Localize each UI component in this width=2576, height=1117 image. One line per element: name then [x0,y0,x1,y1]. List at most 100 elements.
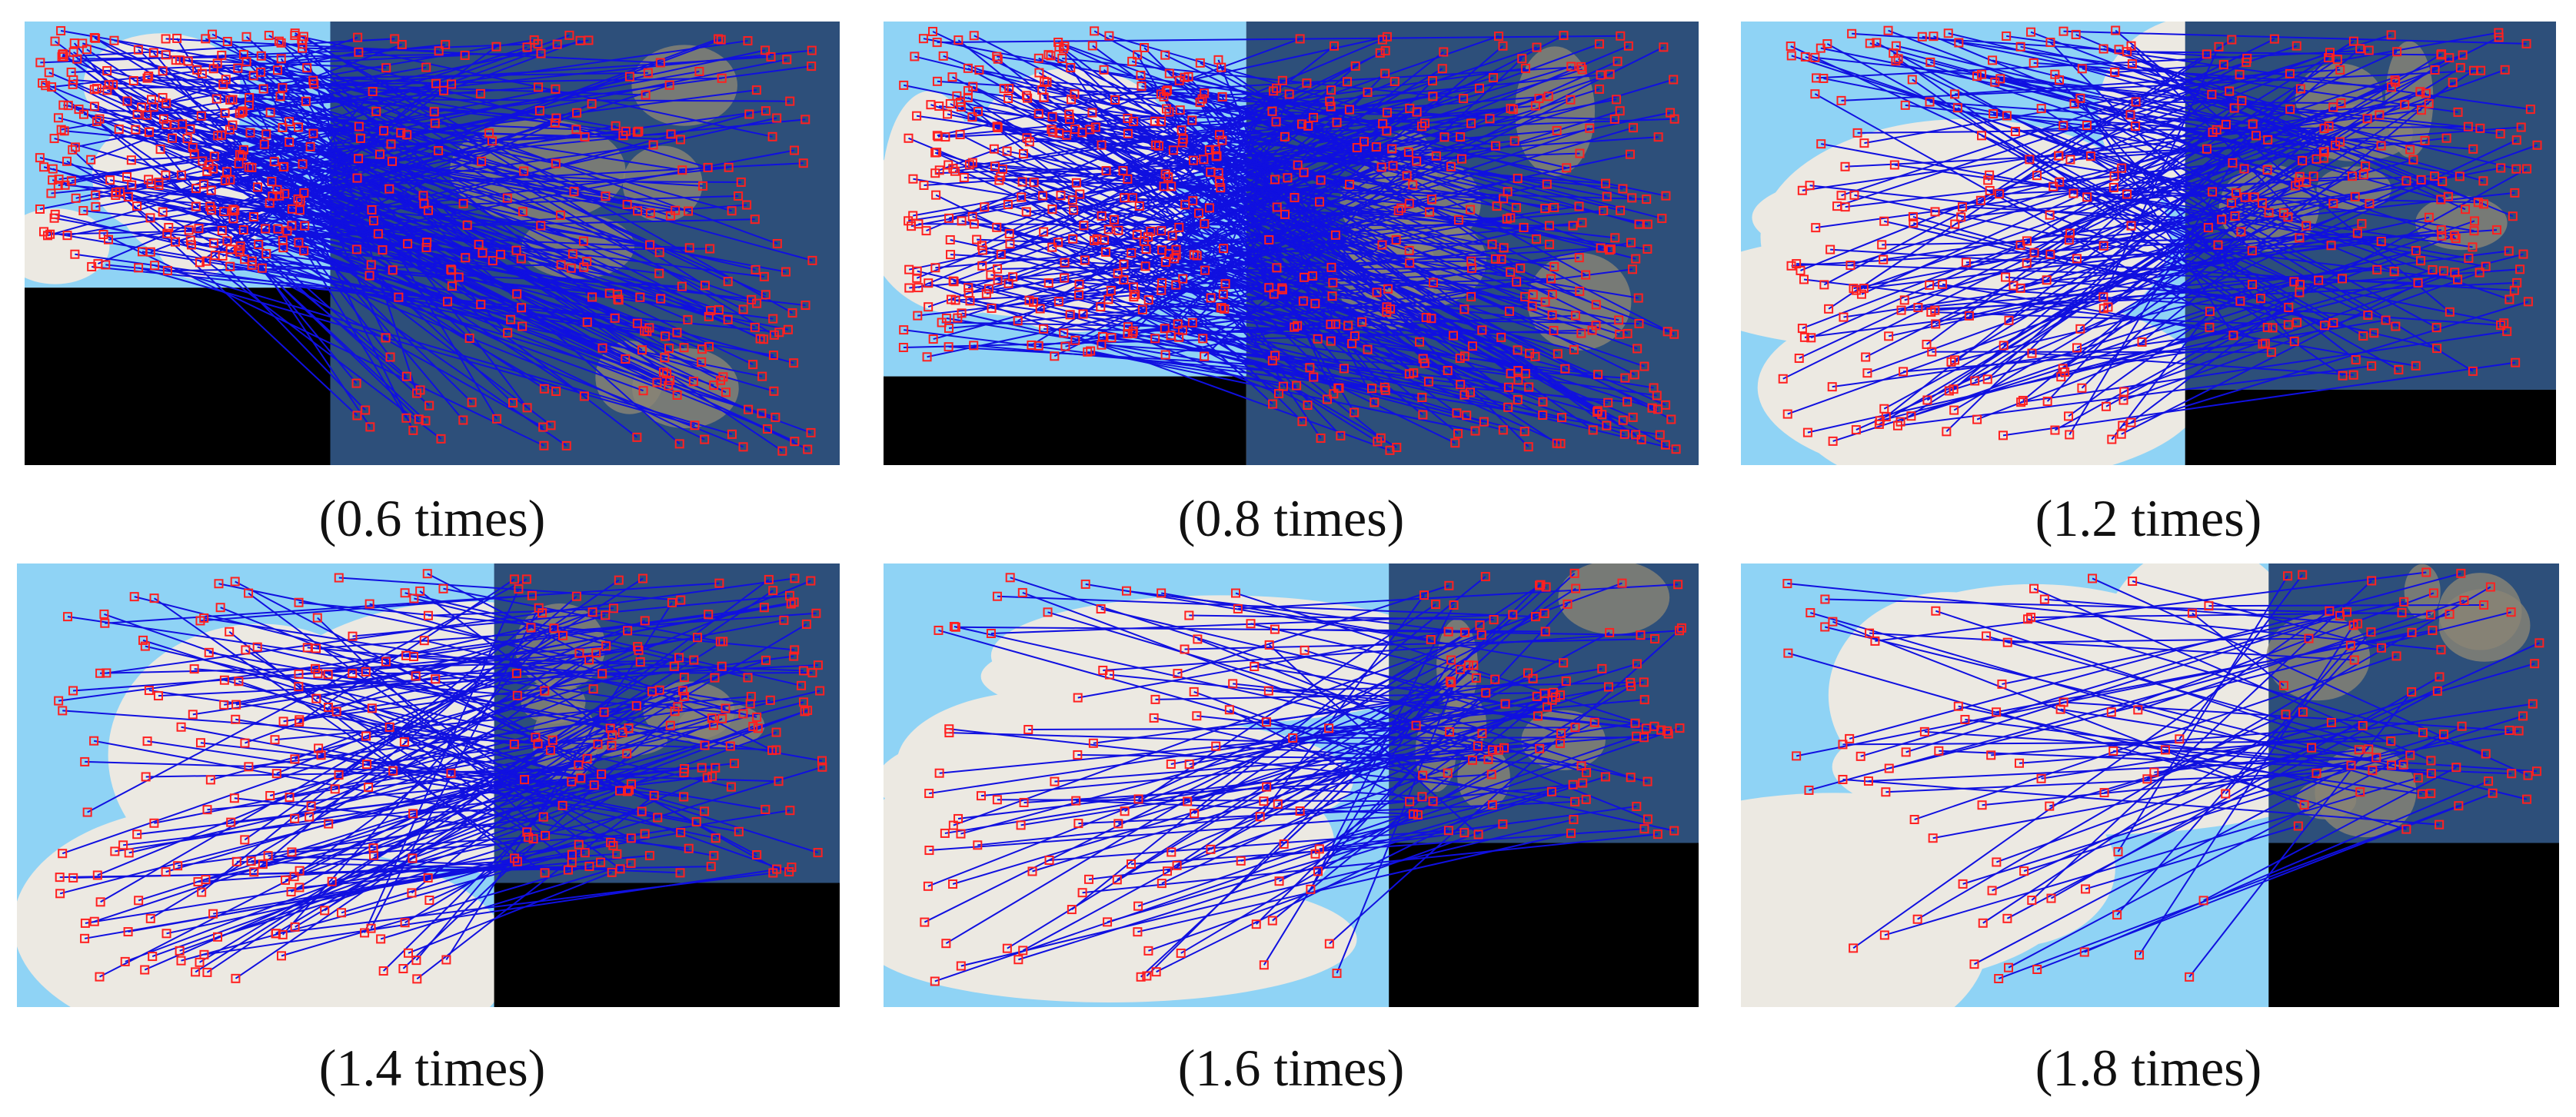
keypoint [2436,645,2446,655]
keypoint [1822,39,1832,49]
keypoint [648,140,658,150]
keypoint [249,867,259,877]
keypoint [128,76,138,86]
keypoint [230,577,240,587]
keypoint [706,306,716,316]
keypoint [1189,250,1199,260]
keypoint [1426,634,1436,644]
keypoint [1642,194,1652,204]
keypoint [1402,171,1412,181]
keypoint [2468,242,2478,252]
keypoint [1546,274,1556,284]
keypoint [1246,619,1256,629]
keypoint [899,80,909,90]
keypoint [509,574,519,584]
keypoint [520,775,530,785]
keypoint [1470,426,1480,436]
keypoint [2247,246,2257,256]
keypoint [122,96,132,106]
keypoint [1820,622,1830,632]
keypoint [1460,627,1470,637]
keypoint [367,204,377,214]
keypoint [2453,107,2463,117]
keypoint [748,721,758,731]
match-line [227,41,681,445]
keypoint [58,706,68,716]
keypoint [992,591,1002,601]
keypoint [257,263,267,273]
keypoint [407,888,417,898]
keypoint [195,738,205,748]
keypoint [1453,429,1463,439]
keypoint [2376,141,2386,151]
keypoint [921,226,931,236]
keypoint [1443,627,1453,637]
keypoint [233,63,243,73]
keypoint [285,117,295,127]
keypoint [1153,141,1163,151]
keypoint [161,50,171,60]
match-line [960,819,1574,967]
keypoint [118,840,128,850]
keypoint [1498,425,1508,435]
keypoint [1630,718,1640,728]
keypoint [1569,568,1579,578]
keypoint [964,283,973,293]
keypoint [1382,32,1392,42]
keypoint [2207,89,2217,99]
keypoint [574,648,584,658]
keypoint [1297,417,1307,427]
keypoint [44,68,54,78]
keypoint [1033,108,1043,118]
keypoint [197,887,207,897]
keypoint [1218,289,1228,299]
keypoint [1178,274,1188,284]
match-line [1869,632,2355,661]
keypoint [807,62,817,71]
keypoint [1636,434,1646,444]
keypoint [1863,776,1873,786]
keypoint [1893,54,1903,64]
match-line [2044,598,2358,625]
keypoint [2218,60,2228,70]
match-line [1203,58,1523,357]
keypoint [2088,573,2098,583]
keypoint [954,35,964,45]
keypoint [2002,637,2012,647]
black-fill [2268,843,2559,1007]
keypoint [597,770,607,780]
keypoint [787,863,797,873]
keypoint [375,149,385,159]
match-line [1958,705,2361,793]
keypoint [698,181,708,191]
keypoint [1129,117,1139,127]
keypoint [1033,341,1043,351]
keypoint [102,66,112,76]
keypoint [2474,268,2484,278]
keypoint [1810,52,1820,62]
keypoint [1204,203,1214,213]
match-line [115,34,570,196]
match-line [1140,573,1576,978]
keypoint [2436,225,2446,235]
match-line [2020,180,2407,289]
keypoint [1794,354,1804,364]
match-line [1857,125,2468,134]
keypoint [1277,75,1287,85]
keypoint [924,789,934,799]
keypoint [2107,434,2117,444]
match-line [1044,80,1490,120]
keypoint [664,344,674,354]
keypoint [817,756,827,766]
keypoint [664,80,674,90]
keypoint [2416,175,2426,185]
keypoint [1606,244,1616,254]
keypoint [80,918,90,928]
keypoint [2420,135,2430,145]
keypoint [511,245,521,255]
keypoint [290,922,300,932]
keypoint [1127,328,1137,338]
keypoint [191,967,201,977]
match-line [1070,314,1639,324]
keypoint [589,780,599,790]
